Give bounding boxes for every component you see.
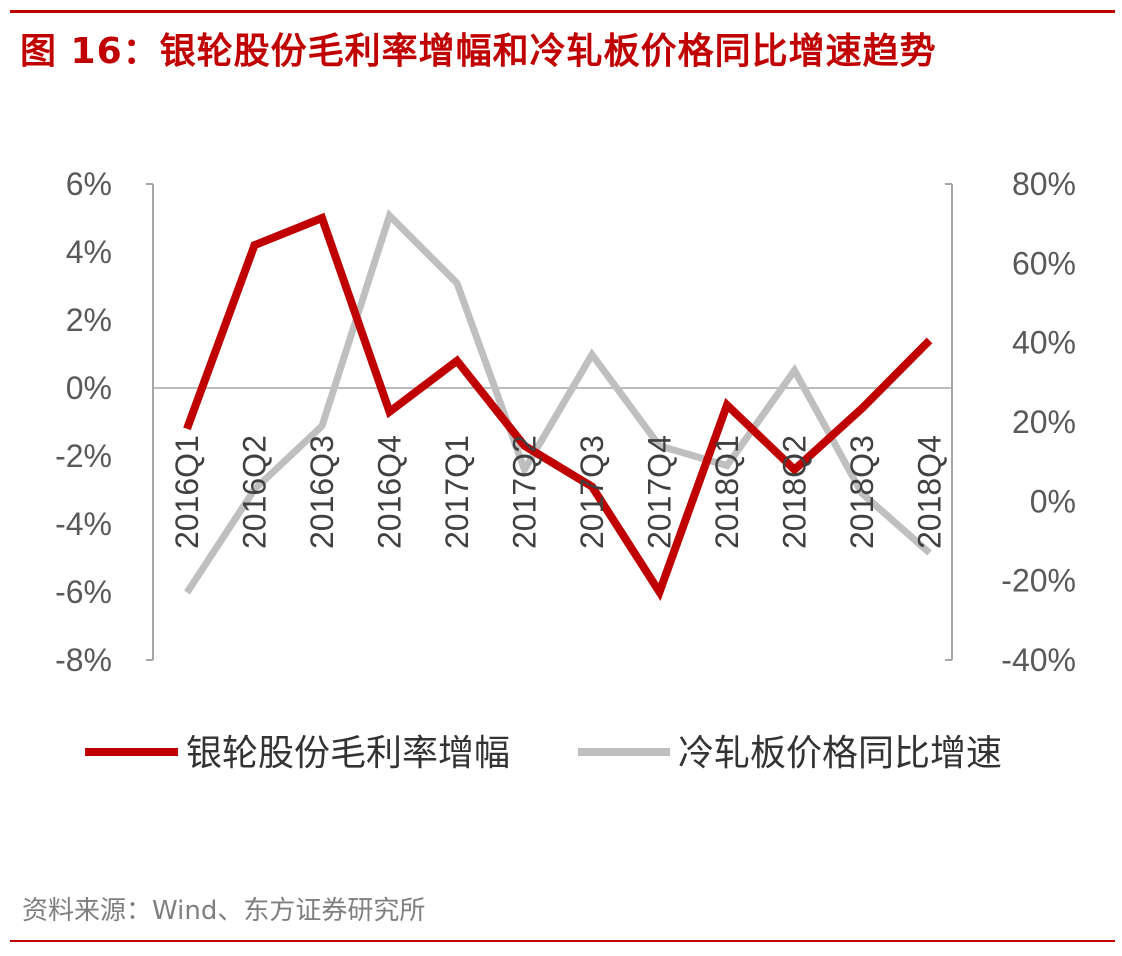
right-tick-label: -40% xyxy=(1001,642,1076,678)
right-axis-ticks: 80% 60% 40% 20% 0% -20% -40% xyxy=(1001,166,1076,678)
chart-legend: 银轮股份毛利率增幅 冷轧板价格同比增速 xyxy=(85,733,1002,774)
category-label: 2017Q1 xyxy=(439,435,475,549)
left-tick-label: -4% xyxy=(55,506,112,542)
category-label: 2016Q4 xyxy=(372,435,408,549)
category-label: 2018Q3 xyxy=(844,435,880,549)
series-line-gross-margin xyxy=(183,212,933,601)
right-tick-label: 60% xyxy=(1012,245,1076,281)
left-axis-ticks: 6% 4% 2% 0% -2% -4% -6% -8% xyxy=(55,166,112,678)
left-tick-label: 6% xyxy=(66,166,112,202)
category-label: 2016Q2 xyxy=(237,435,273,549)
category-label: 2016Q3 xyxy=(304,435,340,549)
right-tick-label: -20% xyxy=(1001,563,1076,599)
category-label: 2016Q1 xyxy=(169,435,205,549)
bottom-rule xyxy=(10,940,1115,942)
right-tick-label: 40% xyxy=(1012,325,1076,361)
category-label: 2018Q2 xyxy=(777,435,813,549)
left-tick-label: 0% xyxy=(66,370,112,406)
left-tick-label: -6% xyxy=(55,574,112,610)
chart-title: 图 16：银轮股份毛利率增幅和冷轧板价格同比增速趋势 xyxy=(20,31,937,72)
left-tick-label: -8% xyxy=(55,642,112,678)
category-label: 2018Q1 xyxy=(709,435,745,549)
chart-series xyxy=(183,209,933,601)
top-rule xyxy=(10,10,1115,13)
category-label: 2017Q3 xyxy=(574,435,610,549)
line-chart: 6% 4% 2% 0% -2% -4% -6% -8% 80% 60% 40% 20% 0% -20% -… xyxy=(55,166,1076,774)
right-tick-label: 20% xyxy=(1012,404,1076,440)
left-tick-label: 2% xyxy=(66,302,112,338)
category-label: 2017Q4 xyxy=(642,435,678,549)
right-tick-label: 0% xyxy=(1030,483,1076,519)
legend-label-gross-margin: 银轮股份毛利率增幅 xyxy=(186,733,510,774)
left-tick-label: 4% xyxy=(66,234,112,270)
left-tick-label: -2% xyxy=(55,438,112,474)
source-note: 资料来源：Wind、东方证券研究所 xyxy=(22,896,426,926)
chart-axes xyxy=(146,183,953,661)
category-labels: 2016Q1 2016Q2 2016Q3 2016Q4 2017Q1 2017Q2 2017… xyxy=(169,435,948,549)
right-tick-label: 80% xyxy=(1012,166,1076,202)
series-line-steel-price xyxy=(184,209,932,595)
category-label: 2018Q4 xyxy=(912,435,948,549)
category-label: 2017Q2 xyxy=(507,435,543,549)
legend-label-steel-price: 冷轧板价格同比增速 xyxy=(678,733,1002,774)
